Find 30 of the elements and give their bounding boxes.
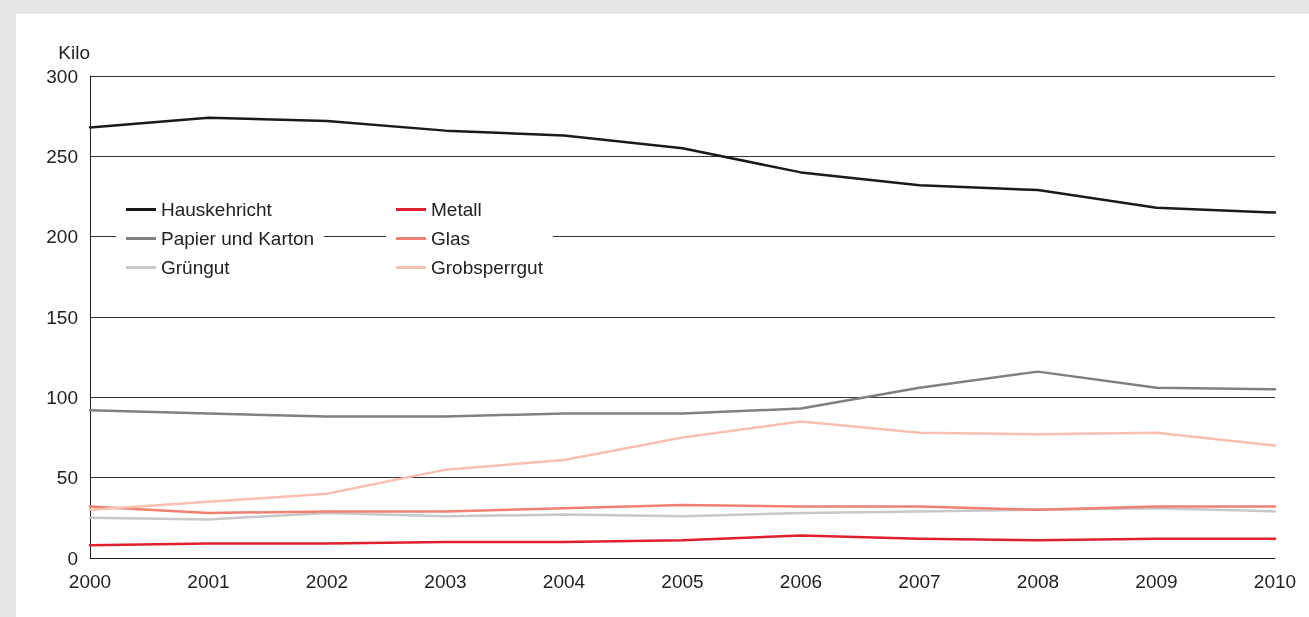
line-series: [88, 420, 1277, 512]
x-tick-label: 2002: [305, 571, 349, 592]
line-series: [88, 503, 1277, 515]
y-tick-label: 250: [46, 145, 78, 167]
x-tick-label: 2000: [68, 571, 112, 592]
line-series: [88, 534, 1277, 547]
line-series: [88, 506, 1277, 521]
legend-label: Papier und Karton: [161, 228, 315, 249]
y-tick-label: 150: [46, 306, 78, 328]
x-tick-label: 2001: [187, 571, 230, 592]
x-tick-label: 2005: [661, 571, 704, 592]
x-tick-label: 2007: [898, 571, 941, 592]
legend-label: Grobsperrgut: [431, 257, 544, 278]
legend-label: Glas: [431, 228, 471, 249]
y-tick-label: 200: [46, 226, 78, 248]
legend-label: Hauskehricht: [161, 199, 273, 220]
x-tick-label: 2004: [542, 571, 586, 592]
y-tick-label: 0: [67, 547, 78, 569]
y-tick-label: 50: [56, 467, 78, 489]
x-tick-label: 2008: [1016, 571, 1060, 592]
y-tick-label: 300: [46, 65, 78, 87]
line-series: [88, 370, 1277, 418]
legend-label: Metall: [431, 199, 482, 220]
x-tick-label: 2010: [1253, 571, 1297, 592]
legend-label: Grüngut: [161, 257, 231, 278]
y-axis-title: Kilo: [58, 42, 90, 63]
x-tick-label: 2009: [1135, 571, 1178, 592]
x-tick-label: 2003: [424, 571, 467, 592]
y-tick-label: 100: [46, 386, 78, 408]
x-tick-label: 2006: [779, 571, 823, 592]
